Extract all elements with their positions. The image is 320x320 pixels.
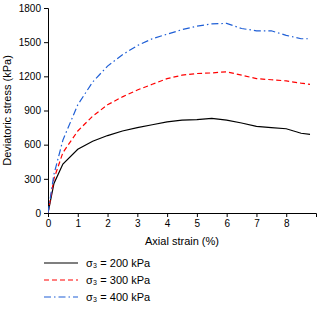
- legend-label: σ₃ = 300 kPa: [86, 274, 151, 286]
- y-tick-mark: [44, 42, 48, 43]
- legend-label: σ₃ = 400 kPa: [86, 291, 151, 303]
- y-tick-mark: [44, 179, 48, 180]
- x-tick: 6: [224, 213, 230, 229]
- x-tick-label: 3: [135, 218, 141, 229]
- legend-swatch: [44, 279, 78, 280]
- x-tick: 3: [135, 213, 141, 229]
- y-tick: 300: [24, 174, 48, 185]
- y-tick-mark: [44, 8, 48, 9]
- x-tick-mark: [227, 213, 228, 217]
- y-tick-label: 1800: [19, 3, 42, 14]
- legend: σ₃ = 200 kPa σ₃ = 300 kPa σ₃ = 400 kPa: [44, 257, 151, 303]
- legend-entry: σ₃ = 300 kPa: [44, 274, 151, 286]
- x-tick: 0: [46, 213, 52, 229]
- x-axis-line: [49, 214, 317, 218]
- plot: 0 1 2 3 4 5 6 7 8 0 300 600 900 1200 1500 1800: [19, 3, 317, 229]
- y-tick-label: 1200: [19, 71, 42, 82]
- series-line: [48, 72, 310, 213]
- x-tick-mark: [137, 213, 138, 217]
- x-tick-label: 1: [75, 218, 81, 229]
- y-tick-mark: [44, 145, 48, 146]
- y-tick: 900: [24, 105, 48, 116]
- x-tick: 7: [254, 213, 260, 229]
- y-axis-line: [44, 9, 49, 214]
- x-tick-mark: [286, 213, 287, 217]
- y-tick: 0: [35, 208, 48, 219]
- series-line: [48, 23, 310, 213]
- x-tick: 4: [165, 213, 171, 229]
- x-tick-label: 4: [165, 218, 171, 229]
- legend-swatch: [44, 262, 78, 263]
- x-tick-label: 6: [224, 218, 230, 229]
- x-tick: 2: [105, 213, 111, 229]
- x-tick-label: 8: [284, 218, 290, 229]
- y-tick: 1800: [19, 3, 48, 14]
- y-tick-label: 1500: [19, 37, 42, 48]
- x-tick-label: 5: [195, 218, 201, 229]
- x-tick-mark: [197, 213, 198, 217]
- x-tick-label: 0: [46, 218, 52, 229]
- x-tick: 8: [284, 213, 290, 229]
- x-tick-label: 2: [105, 218, 111, 229]
- x-tick: 5: [195, 213, 201, 229]
- series-group: [48, 23, 310, 213]
- x-tick-mark: [167, 213, 168, 217]
- legend-label: σ₃ = 200 kPa: [86, 257, 151, 269]
- x-axis-title: Axial strain (%): [145, 235, 219, 247]
- y-tick-mark: [44, 111, 48, 112]
- x-axis: 0 1 2 3 4 5 6 7 8: [46, 213, 317, 229]
- legend-entry: σ₃ = 200 kPa: [44, 257, 151, 269]
- y-tick: 1500: [19, 37, 48, 48]
- x-tick-label: 7: [254, 218, 260, 229]
- x-tick-mark: [78, 213, 79, 217]
- x-tick-mark: [108, 213, 109, 217]
- y-tick-label: 300: [24, 174, 41, 185]
- y-tick-mark: [44, 76, 48, 77]
- y-tick-mark: [44, 213, 48, 214]
- y-axis: 0 300 600 900 1200 1500 1800: [19, 3, 49, 219]
- legend-swatch: [44, 296, 78, 297]
- x-tick: 1: [75, 213, 81, 229]
- chart: 0 1 2 3 4 5 6 7 8 0 300 600 900 1200 1500 1800 Axial str…: [0, 0, 320, 320]
- y-tick-label: 600: [24, 139, 41, 150]
- y-tick-label: 900: [24, 105, 41, 116]
- series-line: [48, 118, 310, 213]
- y-axis-title: Deviatoric stress (kPa): [1, 55, 13, 166]
- x-tick-mark: [256, 213, 257, 217]
- y-tick: 600: [24, 139, 48, 150]
- y-tick: 1200: [19, 71, 48, 82]
- y-tick-label: 0: [35, 208, 41, 219]
- legend-entry: σ₃ = 400 kPa: [44, 291, 151, 303]
